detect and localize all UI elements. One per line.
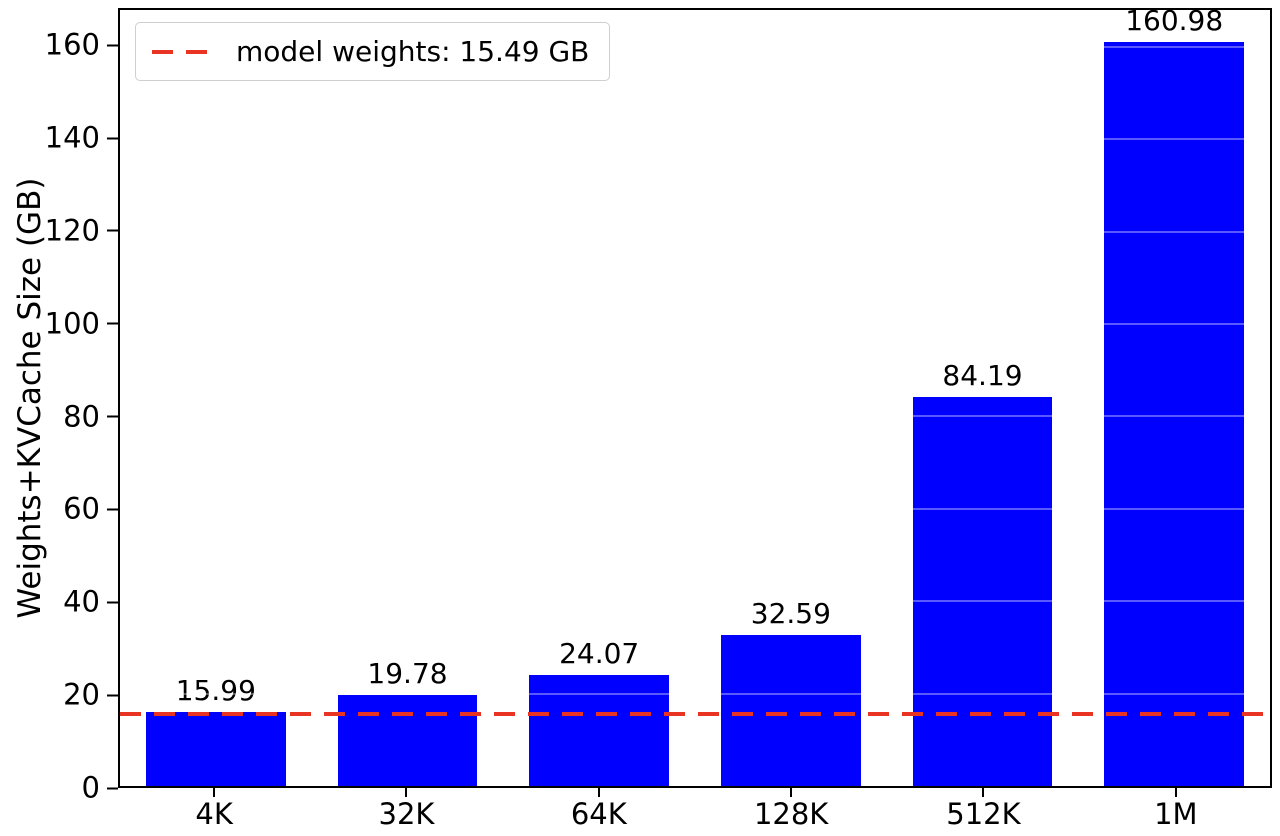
bar-slot: 84.19: [887, 10, 1079, 786]
y-tick-mark: [107, 44, 118, 47]
y-tick: 60: [63, 491, 118, 526]
y-tick: 100: [45, 309, 118, 338]
y-axis: 0 20 40 60 80 100 120 140 160: [0, 8, 118, 802]
y-tick-mark: [107, 787, 118, 789]
x-tick-label: 128K: [753, 797, 829, 831]
y-tick: 140: [44, 120, 118, 155]
bar-32K: 19.78: [337, 657, 478, 786]
y-tick: 20: [63, 677, 118, 712]
y-tick-mark: [107, 694, 118, 697]
bar-512K: 84.19: [912, 359, 1053, 786]
bar-value-label: 24.07: [559, 636, 640, 670]
y-tick-mark: [107, 508, 118, 511]
x-tick: 1M: [1080, 788, 1272, 834]
y-tick: 80: [63, 402, 118, 431]
y-tick-mark: [107, 415, 118, 418]
x-tick-label: 512K: [946, 797, 1021, 831]
y-tick: 40: [63, 584, 118, 619]
y-tick-mark: [107, 229, 118, 232]
y-tick-label: 80: [63, 399, 100, 434]
x-tick-label: 32K: [378, 797, 435, 831]
bar-slot: 32.59: [695, 10, 887, 786]
plot-area: 15.99 19.78 24.07 32.59 84.19 160.98 model we…: [118, 4, 1272, 788]
x-axis: 4K 32K 64K 128K 512K 1M: [118, 788, 1272, 834]
legend-label: model weights: 15.49 GB: [236, 35, 590, 68]
x-tick-mark: [790, 788, 793, 797]
y-tick: 160: [44, 27, 118, 62]
x-tick-mark: [1174, 788, 1177, 797]
y-tick-label: 140: [44, 120, 100, 155]
x-tick: 512K: [887, 788, 1079, 834]
x-tick-mark: [213, 788, 216, 797]
bar-value-label: 84.19: [942, 359, 1023, 393]
y-tick-label: 100: [44, 306, 100, 341]
bar-slot: 160.98: [1078, 4, 1270, 786]
y-tick-mark: [107, 601, 118, 604]
x-tick: 64K: [503, 788, 695, 834]
bar-slot: 24.07: [503, 10, 695, 786]
y-tick: 120: [45, 216, 118, 245]
y-tick-label: 160: [44, 27, 100, 62]
y-tick-label: 40: [63, 584, 100, 619]
x-tick-mark: [982, 788, 985, 797]
y-tick: 0: [81, 770, 118, 805]
dashed-line-icon: [152, 49, 218, 54]
x-tick-label: 4K: [195, 797, 233, 831]
bar-value-label: 160.98: [1125, 4, 1224, 38]
x-tick-label: 1M: [1154, 797, 1198, 831]
x-tick: 128K: [695, 788, 887, 834]
y-tick-label: 0: [81, 770, 100, 805]
bar-4K: 15.99: [145, 674, 286, 786]
x-tick-mark: [405, 788, 408, 797]
x-tick: 4K: [118, 788, 310, 834]
bar-64K: 24.07: [529, 637, 670, 786]
bar-1M: 160.98: [1104, 4, 1245, 786]
y-tick-mark: [107, 322, 118, 325]
bar-value-label: 19.78: [367, 656, 448, 690]
y-tick-mark: [107, 137, 118, 139]
bar-slot: 15.99: [120, 10, 312, 786]
x-tick-label: 64K: [570, 797, 627, 831]
bar-slot: 19.78: [312, 10, 504, 786]
bar-value-label: 15.99: [175, 674, 256, 708]
bar-128K: 32.59: [720, 597, 861, 786]
y-tick-label: 20: [63, 677, 100, 712]
y-tick-label: 120: [44, 213, 100, 248]
x-tick-mark: [597, 788, 600, 797]
x-tick: 32K: [310, 788, 502, 834]
bars-container: 15.99 19.78 24.07 32.59 84.19 160.98: [120, 4, 1270, 786]
bar-value-label: 32.59: [750, 597, 831, 631]
y-tick-label: 60: [63, 491, 100, 526]
legend: model weights: 15.49 GB: [135, 22, 611, 81]
